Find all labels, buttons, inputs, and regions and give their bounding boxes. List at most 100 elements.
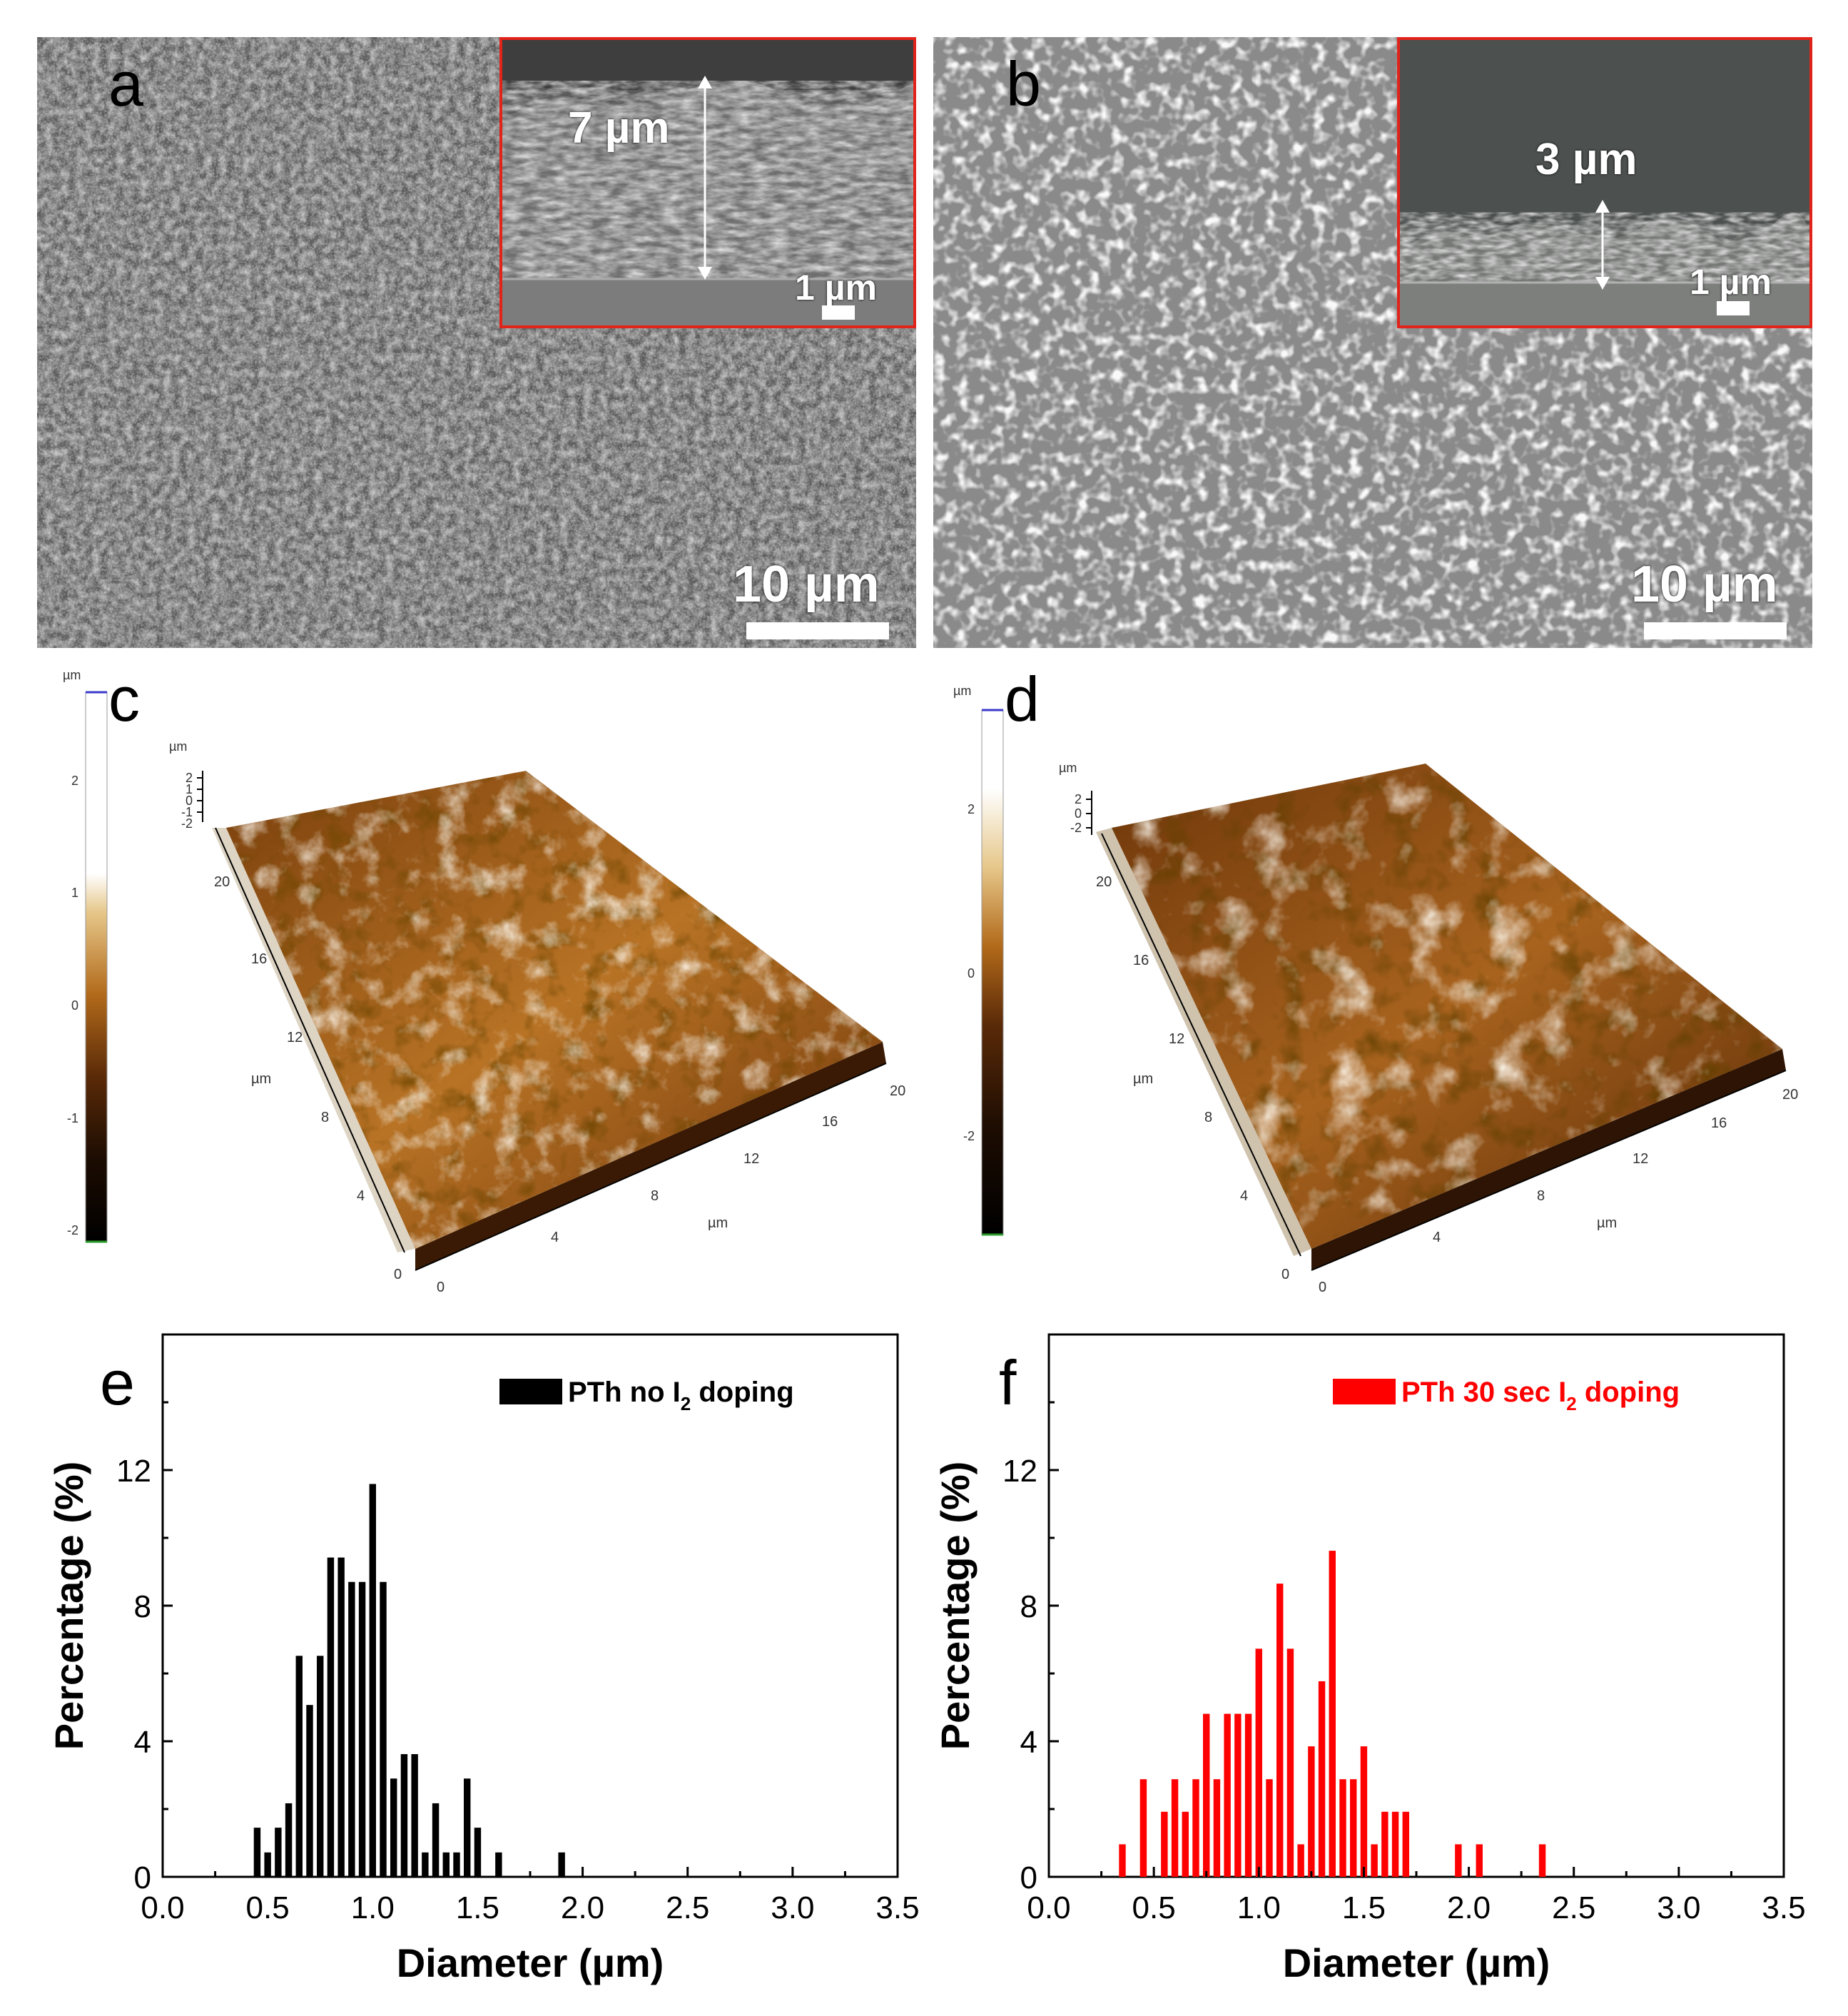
histogram-bar [1276,1584,1284,1877]
histogram-bar [317,1656,324,1877]
colorbar-tick-c-3: -1 [67,1111,78,1125]
z-tick-c-4: -2 [181,816,193,831]
histogram-bar [1308,1746,1315,1877]
panel-letter-b: b [1006,49,1041,119]
histogram-bar [1234,1713,1242,1877]
y-tick-d-1: 4 [1240,1188,1248,1204]
x-tick-label: 0.0 [1027,1890,1070,1925]
y-tick-c-5: 20 [214,874,230,890]
x-tick-c-2: 8 [651,1188,659,1204]
histogram-bar [337,1557,345,1877]
inset-thickness-label-b: 3 µm [1535,135,1638,184]
y-axis-unit-c: µm [251,1071,271,1087]
histogram-bar [327,1557,335,1877]
z-tick-c-3: -1 [181,805,193,819]
afm-plot-c: µm 2 1 0 -1 -2 c µm 2 1 [63,664,905,1295]
x-tick-label: 1.0 [351,1890,395,1925]
histogram-bar [1538,1844,1546,1877]
histogram-bar [422,1852,429,1877]
inset-scale-label-a: 1 µm [795,268,877,308]
sem-image-b: b 10 µm 3 µm 1 µm [933,37,1812,648]
x-tick-label: 3.0 [1657,1890,1700,1925]
x-tick-label: 0.0 [141,1890,184,1925]
y-tick-d-2: 8 [1204,1110,1212,1125]
histogram-bar [1182,1811,1189,1877]
x-tick-d-0: 0 [1319,1280,1326,1292]
y-tick-d-0: 0 [1281,1267,1289,1282]
plot-frame [161,1333,899,1878]
legend: PTh no I2 doping [499,1377,794,1414]
inset-thickness-label-a: 7 µm [568,103,670,153]
y-tick-label: 8 [134,1589,151,1624]
legend-swatch [499,1379,562,1404]
colorbar-tick-c-0: 2 [71,774,78,788]
y-tick-label: 0 [134,1860,151,1895]
histogram-bar [390,1778,397,1877]
histogram-bar [411,1754,418,1877]
x-tick-c-5: 20 [890,1083,905,1099]
x-tick-label: 0.5 [1132,1890,1176,1925]
y-tick-c-4: 16 [251,951,267,967]
y-axis-label: Percentage (%) [933,1462,978,1751]
thickness-arrow-b [1595,200,1610,290]
histogram-bar [1391,1811,1399,1877]
histogram-bar [275,1828,282,1877]
histogram-bar [253,1828,261,1877]
y-tick-d-3: 12 [1169,1031,1184,1047]
histogram-bar [348,1581,355,1877]
colorbar-tick-d-2: -2 [963,1129,975,1143]
colorbar-tick-c-4: -2 [67,1223,78,1237]
y-tick-label: 8 [1020,1589,1037,1624]
z-axis-unit-c: µm [169,739,187,754]
thickness-arrow-a [698,76,712,280]
x-tick-label: 1.5 [1342,1890,1386,1925]
histogram-bar [1402,1811,1409,1877]
legend-label-subscript: 2 [1566,1393,1576,1414]
afm-panel-c: µm 2 1 0 -1 -2 c µm 2 1 [37,664,922,1295]
colorbar-tick-c-1: 1 [71,886,78,900]
colorbar-unit-c: µm [63,668,81,682]
y-axis-unit-d: µm [1133,1071,1153,1087]
x-axis-label: Diameter (µm) [397,1940,664,1985]
panel-letter-d: d [1005,664,1040,734]
histogram-bar [1360,1746,1368,1877]
legend: PTh 30 sec I2 doping [1333,1377,1680,1414]
x-tick-d-2: 8 [1537,1188,1545,1204]
histogram-bar [1255,1648,1262,1877]
histogram-e: 0.0 0.5 1.0 1.5 2.0 2.5 3.0 3.5 0 4 8 12 Diameter (µ… [46,1333,920,1985]
histogram-bar [432,1803,440,1877]
colorbar-d [981,709,1004,1235]
scale-bar-b [1644,622,1787,639]
y-tick-label: 12 [1002,1454,1037,1489]
histogram-bar [1139,1779,1147,1877]
colorbar-unit-d: µm [953,684,971,698]
histogram-f: 0.0 0.5 1.0 1.5 2.0 2.5 3.0 3.5 0 4 8 12 Diameter (µ… [933,1333,1806,1985]
histogram-bar [1161,1811,1168,1877]
inset-texture-b [1400,40,1809,325]
y-tick-d-4: 16 [1133,953,1149,968]
z-axis-c [197,771,203,822]
plot-frame [1047,1333,1785,1878]
x-tick-label: 2.0 [561,1890,604,1925]
legend-label-text: PTh 30 sec I [1401,1377,1566,1408]
z-tick-d-0: 2 [1075,792,1082,806]
histogram-bar [1297,1844,1304,1877]
histogram-bar [442,1852,450,1877]
x-tick-c-4: 16 [822,1114,838,1130]
z-tick-c-1: 1 [186,782,193,796]
z-tick-d-1: 0 [1075,806,1082,821]
x-tick-label: 2.5 [666,1890,709,1925]
z-tick-c-2: 0 [186,794,193,808]
histogram-bar [1192,1779,1199,1877]
y-axis-c [215,827,405,1253]
afm-plot-d: µm 2 0 -2 d µm 2 0 -2 [953,664,1798,1295]
legend-label: PTh no I2 doping [568,1377,794,1414]
histogram-bar [474,1828,482,1877]
x-axis-label: Diameter (µm) [1283,1940,1550,1985]
x-tick-c-3: 12 [743,1151,759,1167]
x-axis-c [415,1063,887,1271]
x-tick-label: 1.5 [456,1890,499,1925]
histogram-bar [1224,1713,1231,1877]
histogram-bar [1286,1648,1294,1877]
inset-texture-a [502,40,913,325]
